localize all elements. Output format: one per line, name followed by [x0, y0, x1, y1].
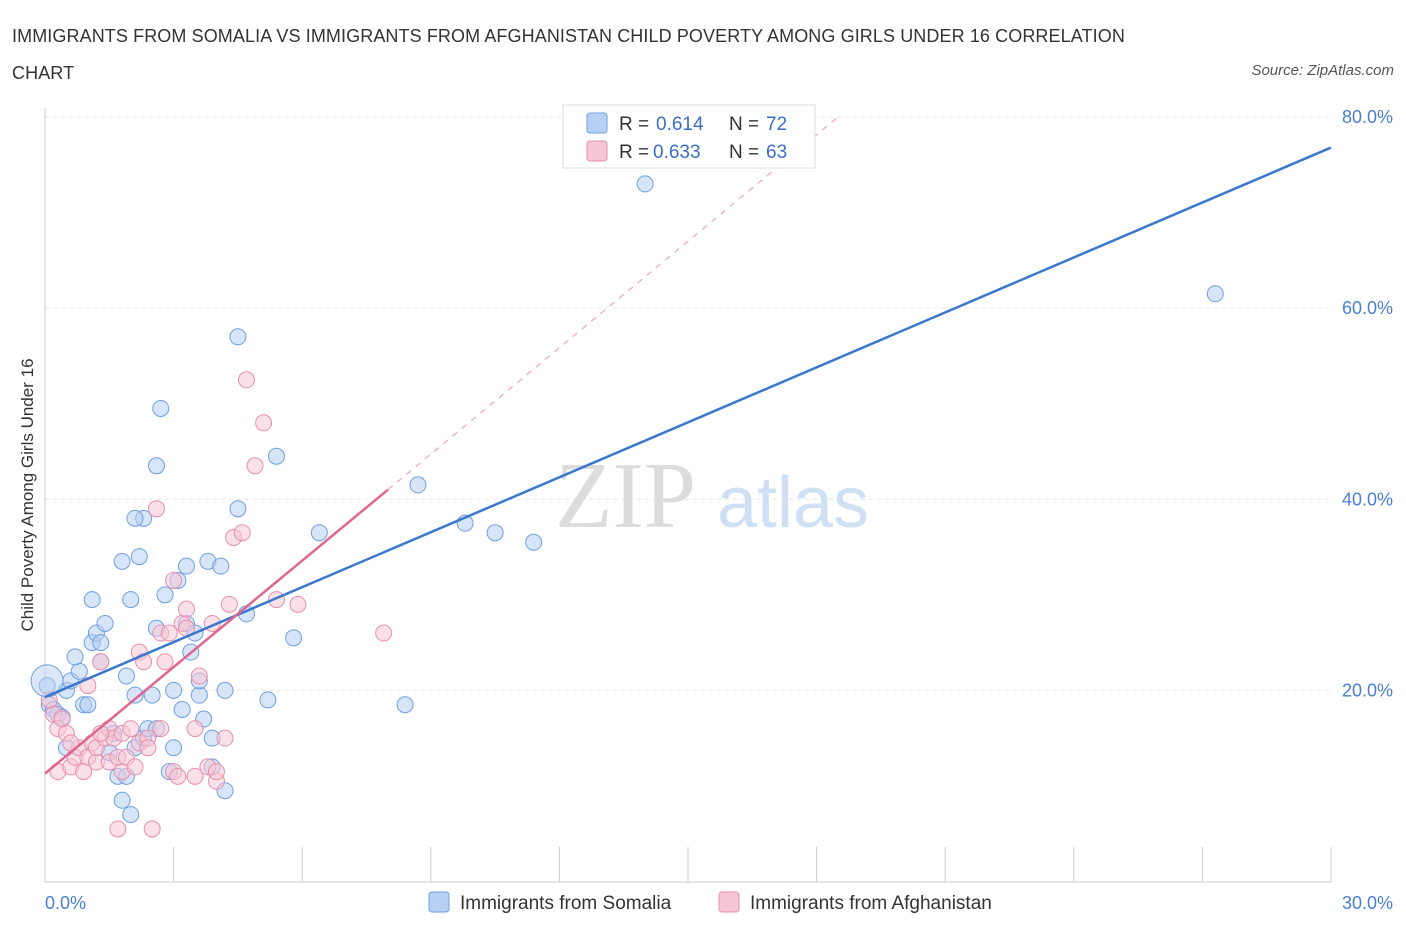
somalia-point — [229, 328, 247, 346]
afghanistan-point — [109, 820, 127, 838]
somalia-point — [486, 524, 504, 542]
series-legend: Immigrants from Somalia Immigrants from … — [428, 891, 992, 914]
somalia-point — [147, 457, 165, 475]
somalia-point — [409, 476, 427, 494]
bottom-legend-swatch-somalia — [428, 891, 450, 913]
somalia-point — [126, 509, 144, 527]
afghanistan-point — [186, 720, 204, 738]
afghanistan-point — [186, 767, 204, 785]
somalia-point — [190, 686, 208, 704]
somalia-point — [525, 533, 543, 551]
somalia-point — [152, 399, 170, 417]
afghanistan-point — [246, 457, 264, 475]
bottom-legend-label-somalia: Immigrants from Somalia — [460, 893, 672, 914]
legend-swatch-afghanistan — [586, 140, 608, 162]
watermark-atlas: atlas — [717, 463, 869, 543]
y-tick-label: 20.0% — [1342, 680, 1393, 700]
somalia-point — [66, 648, 84, 666]
afghanistan-point — [156, 653, 174, 671]
somalia-point — [212, 557, 230, 575]
somalia-point — [122, 591, 140, 609]
y-axis-title: Child Poverty Among Girls Under 16 — [18, 358, 37, 631]
legend-r-label-somalia: R = — [619, 114, 649, 135]
afghanistan-point — [289, 595, 307, 613]
somalia-point — [216, 681, 234, 699]
afghanistan-point — [152, 720, 170, 738]
afghanistan-point — [220, 595, 238, 613]
somalia-point — [285, 629, 303, 647]
somalia-point — [143, 686, 161, 704]
somalia-point — [177, 557, 195, 575]
afghanistan-point — [233, 524, 251, 542]
somalia-point — [310, 524, 328, 542]
legend-r-label-afghanistan: R = — [619, 142, 649, 163]
somalia-point — [113, 552, 131, 570]
somalia-point — [396, 696, 414, 714]
x-tick-label: 0.0% — [45, 893, 86, 913]
y-tick-label: 40.0% — [1342, 489, 1393, 509]
somalia-point — [92, 634, 110, 652]
somalia-point — [259, 691, 277, 709]
stats-legend: R = 0.614 N = 72 R = 0.633 N = 63 — [562, 104, 816, 169]
legend-n-value-afghanistan: 63 — [766, 142, 787, 163]
bottom-legend-label-afghanistan: Immigrants from Afghanistan — [750, 893, 992, 914]
trend-lines — [44, 116, 1332, 775]
legend-swatch-somalia — [586, 112, 608, 134]
axes — [44, 108, 1332, 883]
afghanistan-point — [190, 667, 208, 685]
somalia-point — [130, 548, 148, 566]
somalia-point — [113, 791, 131, 809]
afghanistan-point — [143, 820, 161, 838]
tick-labels: 20.0% 40.0% 60.0% 80.0% 0.0% 30.0% — [45, 107, 1393, 913]
somalia-point — [267, 447, 285, 465]
somalia-point — [1206, 285, 1224, 303]
legend-n-label-afghanistan: N = — [729, 142, 759, 163]
afghanistan-point — [92, 653, 110, 671]
afghanistan-point — [147, 500, 165, 518]
somalia-point — [173, 700, 191, 718]
y-tick-label: 60.0% — [1342, 298, 1393, 318]
y-tick-label: 80.0% — [1342, 107, 1393, 127]
afghanistan-trend-line — [44, 488, 389, 775]
afghanistan-point — [237, 371, 255, 389]
watermark-zip: ZIP — [555, 444, 696, 548]
afghanistan-point — [165, 571, 183, 589]
legend-r-value-afghanistan: 0.633 — [653, 142, 701, 163]
legend-r-value-somalia: 0.614 — [656, 114, 704, 135]
grid-lines — [45, 116, 1331, 691]
source-label: Source: ZipAtlas.com — [1251, 62, 1394, 79]
somalia-point — [229, 500, 247, 518]
legend-n-label-somalia: N = — [729, 114, 759, 135]
afghanistan-point — [207, 763, 225, 781]
somalia-point — [156, 586, 174, 604]
afghanistan-point — [160, 624, 178, 642]
afghanistan-point — [216, 729, 234, 747]
bottom-legend-swatch-afghanistan — [718, 891, 740, 913]
somalia-point — [83, 591, 101, 609]
somalia-trend-line — [44, 146, 1332, 699]
afghanistan-trend-extension — [387, 116, 839, 491]
somalia-point — [96, 614, 114, 632]
afghanistan-point — [53, 710, 71, 728]
watermark: ZIP atlas — [555, 444, 869, 548]
x-tick-label: 30.0% — [1342, 893, 1393, 913]
afghanistan-point — [375, 624, 393, 642]
afghanistan-point — [139, 739, 157, 757]
afghanistan-point — [126, 758, 144, 776]
somalia-point — [126, 686, 144, 704]
afghanistan-point — [177, 600, 195, 618]
somalia-point — [117, 667, 135, 685]
afghanistan-point — [122, 720, 140, 738]
legend-n-value-somalia: 72 — [766, 114, 787, 135]
afghanistan-point — [169, 767, 187, 785]
somalia-point — [79, 696, 97, 714]
chart-title: IMMIGRANTS FROM SOMALIA VS IMMIGRANTS FR… — [12, 26, 1125, 83]
somalia-point — [122, 806, 140, 824]
somalia-point — [636, 175, 654, 193]
afghanistan-point — [255, 414, 273, 432]
somalia-point — [165, 739, 183, 757]
somalia-point — [165, 681, 183, 699]
somalia-point — [70, 662, 88, 680]
